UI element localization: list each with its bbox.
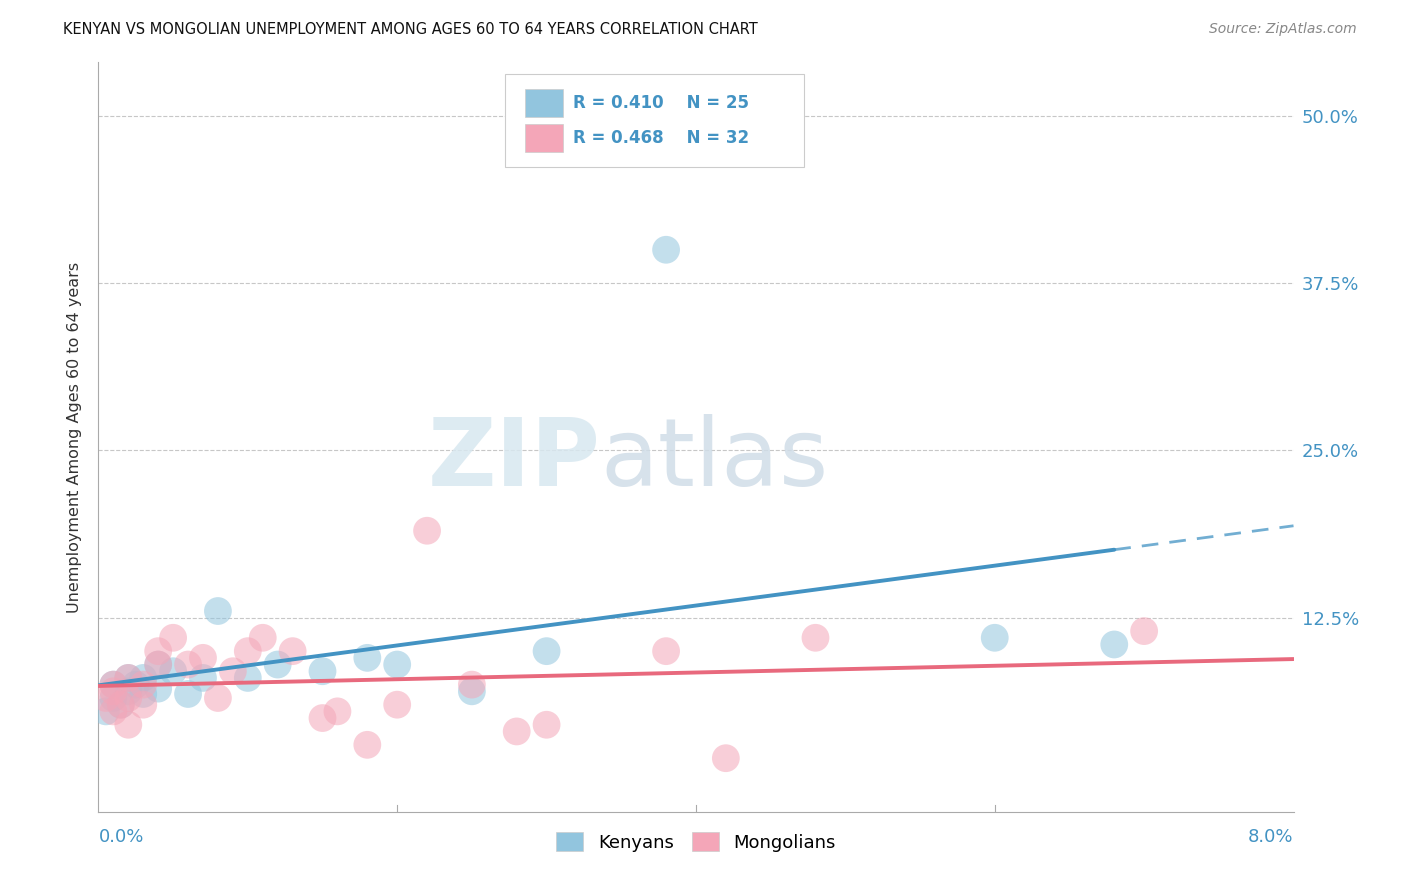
Point	[506, 724, 529, 739]
Point	[311, 711, 333, 725]
Point	[385, 698, 409, 712]
Point	[132, 698, 155, 712]
Point	[1133, 624, 1156, 639]
Point	[103, 705, 125, 719]
Point	[461, 678, 484, 692]
Text: R = 0.410    N = 25: R = 0.410 N = 25	[572, 94, 749, 112]
Legend: Kenyans, Mongolians: Kenyans, Mongolians	[550, 825, 842, 859]
Point	[103, 678, 125, 692]
Point	[191, 651, 214, 665]
Point	[148, 644, 170, 658]
Point	[117, 690, 139, 705]
Point	[177, 657, 200, 672]
Point	[1104, 637, 1126, 651]
Text: 0.0%: 0.0%	[98, 828, 143, 846]
Point	[162, 664, 184, 679]
Point	[804, 631, 827, 645]
Point	[103, 690, 125, 705]
Point	[148, 657, 170, 672]
Point	[236, 671, 259, 685]
Point	[222, 664, 245, 679]
Point	[117, 684, 139, 698]
Text: Source: ZipAtlas.com: Source: ZipAtlas.com	[1209, 22, 1357, 37]
Point	[148, 657, 170, 672]
Point	[207, 690, 229, 705]
Point	[110, 698, 132, 712]
Point	[311, 664, 333, 679]
Point	[177, 687, 200, 701]
Point	[416, 524, 439, 538]
Point	[132, 687, 155, 701]
Point	[103, 684, 125, 698]
Point	[94, 705, 117, 719]
Point	[267, 657, 290, 672]
Point	[191, 671, 214, 685]
FancyBboxPatch shape	[505, 74, 804, 168]
Point	[110, 698, 132, 712]
Text: ZIP: ZIP	[427, 414, 600, 506]
Point	[132, 671, 155, 685]
Point	[385, 657, 409, 672]
Point	[207, 604, 229, 618]
Point	[94, 690, 117, 705]
Point	[162, 631, 184, 645]
Point	[103, 678, 125, 692]
Point	[655, 644, 678, 658]
Point	[461, 684, 484, 698]
Text: 8.0%: 8.0%	[1249, 828, 1294, 846]
FancyBboxPatch shape	[524, 124, 564, 153]
Point	[536, 644, 558, 658]
Text: atlas: atlas	[600, 414, 828, 506]
Point	[356, 651, 378, 665]
Point	[236, 644, 259, 658]
Point	[714, 751, 737, 765]
Y-axis label: Unemployment Among Ages 60 to 64 years: Unemployment Among Ages 60 to 64 years	[66, 261, 82, 613]
Point	[326, 705, 349, 719]
Text: R = 0.468    N = 32: R = 0.468 N = 32	[572, 129, 749, 147]
Point	[536, 717, 558, 731]
Point	[117, 671, 139, 685]
Point	[117, 671, 139, 685]
Point	[148, 681, 170, 696]
Point	[252, 631, 274, 645]
FancyBboxPatch shape	[524, 88, 564, 117]
Point	[655, 243, 678, 257]
Point	[356, 738, 378, 752]
Point	[984, 631, 1007, 645]
Point	[117, 717, 139, 731]
Text: KENYAN VS MONGOLIAN UNEMPLOYMENT AMONG AGES 60 TO 64 YEARS CORRELATION CHART: KENYAN VS MONGOLIAN UNEMPLOYMENT AMONG A…	[63, 22, 758, 37]
Point	[125, 678, 148, 692]
Point	[281, 644, 304, 658]
Point	[132, 678, 155, 692]
